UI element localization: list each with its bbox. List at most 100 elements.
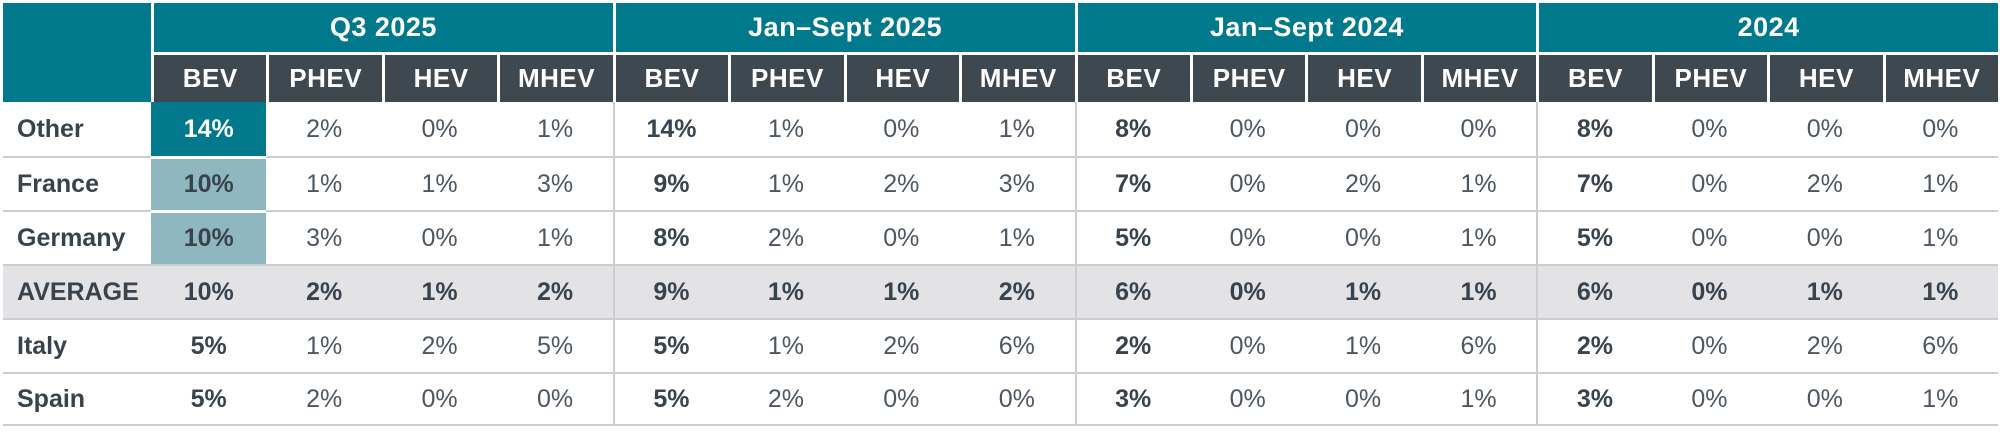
value-cell-germany-2024-mhev: 1% — [1882, 210, 1998, 264]
value-cell-other-2024-hev: 0% — [1806, 114, 1843, 143]
value-cell-italy-2024-hev: 2% — [1767, 318, 1883, 372]
value-cell-other-jan-sept-2025-mhev: 1% — [998, 114, 1035, 143]
value-cell-average-jan-sept-2025-mhev: 2% — [959, 264, 1075, 318]
value-cell-spain-jan-sept-2025-mhev: 0% — [959, 372, 1075, 426]
value-cell-italy-2024-phev: 0% — [1651, 318, 1768, 372]
value-cell-france-jan-sept-2024-mhev: 1% — [1420, 156, 1537, 210]
value-cell-spain-q3-2025-mhev: 0% — [497, 372, 613, 426]
value-cell-other-q3-2025-bev: 14% — [151, 102, 267, 156]
sub-column-header-hev: HEV — [843, 55, 960, 102]
value-cell-germany-jan-sept-2025-bev: 8% — [612, 210, 729, 264]
sub-column-header-hev: HEV — [1767, 55, 1883, 102]
value-cell-france-jan-sept-2024-hev: 2% — [1305, 156, 1421, 210]
value-cell-italy-jan-sept-2025-mhev: 6% — [959, 318, 1075, 372]
row-label-average: AVERAGE — [3, 264, 151, 318]
row-label-italy: Italy — [3, 318, 151, 372]
value-cell-france-q3-2025-mhev: 3% — [497, 156, 613, 210]
value-cell-france-jan-sept-2024-bev: 7% — [1074, 156, 1190, 210]
value-cell-spain-jan-sept-2025-hev: 0% — [843, 372, 960, 426]
value-cell-italy-jan-sept-2024-phev: 0% — [1189, 318, 1306, 372]
value-cell-spain-jan-sept-2025-phev: 2% — [728, 372, 844, 426]
sub-column-header-hev: HEV — [381, 55, 498, 102]
value-cell-france-q3-2025-bev: 10% — [151, 156, 267, 210]
sub-column-header-phev: PHEV — [1651, 55, 1768, 102]
value-cell-germany-jan-sept-2025-phev: 2% — [728, 210, 844, 264]
value-cell-france-jan-sept-2025-bev: 9% — [612, 156, 729, 210]
value-cell-france-2024-bev: 7% — [1536, 156, 1652, 210]
value-cell-germany-q3-2025-bev: 10% — [151, 210, 267, 264]
value-cell-spain-jan-sept-2025-bev: 5% — [612, 372, 729, 426]
value-cell-france-jan-sept-2024-phev: 0% — [1189, 156, 1306, 210]
value-cell-spain-q3-2025-bev: 5% — [151, 372, 267, 426]
value-cell-germany-q3-2025-hev: 0% — [381, 210, 498, 264]
sub-column-header-phev: PHEV — [728, 55, 844, 102]
value-cell-italy-2024-bev: 2% — [1536, 318, 1652, 372]
value-cell-italy-jan-sept-2024-bev: 2% — [1074, 318, 1190, 372]
value-cell-average-jan-sept-2025-hev: 1% — [843, 264, 960, 318]
sub-column-header-mhev: MHEV — [1882, 55, 1998, 102]
sub-column-header-hev: HEV — [1305, 55, 1421, 102]
value-cell-other-jan-sept-2024-phev: 0% — [1229, 114, 1266, 143]
value-cell-average-q3-2025-phev: 2% — [266, 264, 382, 318]
value-cell-average-jan-sept-2024-phev: 0% — [1189, 264, 1306, 318]
column-group-header-q3-2025: Q3 2025 — [151, 3, 613, 55]
value-cell-france-jan-sept-2025-phev: 1% — [728, 156, 844, 210]
value-cell-average-q3-2025-bev: 10% — [151, 264, 267, 318]
column-group-header-jan-sept-2024: Jan–Sept 2024 — [1074, 3, 1537, 55]
row-label-spain: Spain — [3, 372, 151, 426]
value-cell-france-jan-sept-2025-mhev: 3% — [959, 156, 1075, 210]
sub-column-header-bev: BEV — [1536, 55, 1652, 102]
value-cell-italy-q3-2025-bev: 5% — [151, 318, 267, 372]
value-cell-other-2024-mhev: 0% — [1922, 114, 1959, 143]
sub-column-header-bev: BEV — [151, 55, 267, 102]
sub-column-header-bev: BEV — [1074, 55, 1190, 102]
value-cell-italy-2024-mhev: 6% — [1882, 318, 1998, 372]
value-cell-italy-jan-sept-2025-phev: 1% — [728, 318, 844, 372]
sub-column-header-phev: PHEV — [1189, 55, 1306, 102]
value-cell-spain-2024-mhev: 1% — [1882, 372, 1998, 426]
value-cell-average-2024-hev: 1% — [1767, 264, 1883, 318]
value-cell-spain-jan-sept-2024-mhev: 1% — [1420, 372, 1537, 426]
value-cell-spain-2024-bev: 3% — [1536, 372, 1652, 426]
value-cell-italy-jan-sept-2024-mhev: 6% — [1420, 318, 1537, 372]
value-cell-average-q3-2025-mhev: 2% — [497, 264, 613, 318]
value-cell-spain-q3-2025-hev: 0% — [381, 372, 498, 426]
value-cell-other-jan-sept-2025-bev: 14% — [612, 102, 728, 156]
value-cell-other-jan-sept-2024-bev: 8% — [1074, 102, 1190, 156]
value-cell-france-q3-2025-phev: 1% — [266, 156, 382, 210]
value-cell-average-jan-sept-2024-hev: 1% — [1305, 264, 1421, 318]
value-cell-germany-2024-phev: 0% — [1651, 210, 1768, 264]
value-cell-spain-jan-sept-2024-phev: 0% — [1189, 372, 1306, 426]
value-cell-other-jan-sept-2024-mhev: 0% — [1460, 114, 1497, 143]
value-cell-germany-jan-sept-2024-phev: 0% — [1189, 210, 1306, 264]
column-group-header-2024: 2024 — [1536, 3, 1998, 55]
value-cell-other-jan-sept-2025-phev: 1% — [767, 114, 804, 143]
value-cell-other-q3-2025-phev: 2% — [306, 114, 343, 143]
value-cell-spain-jan-sept-2024-bev: 3% — [1074, 372, 1190, 426]
value-cell-germany-jan-sept-2024-hev: 0% — [1305, 210, 1421, 264]
value-cell-italy-q3-2025-mhev: 5% — [497, 318, 613, 372]
column-group-header-jan-sept-2025: Jan–Sept 2025 — [612, 3, 1075, 55]
value-cell-germany-q3-2025-mhev: 1% — [497, 210, 613, 264]
value-cell-average-2024-bev: 6% — [1536, 264, 1652, 318]
sub-column-header-bev: BEV — [612, 55, 729, 102]
row-label-france: France — [3, 156, 151, 210]
value-cell-france-2024-hev: 2% — [1767, 156, 1883, 210]
value-cell-average-jan-sept-2025-phev: 1% — [728, 264, 844, 318]
value-cell-average-2024-mhev: 1% — [1882, 264, 1998, 318]
corner-cell — [3, 3, 151, 102]
value-cell-average-jan-sept-2025-bev: 9% — [612, 264, 729, 318]
table-grid: Q3 2025 Jan–Sept 2025 Jan–Sept 2024 2024 BEV… — [3, 3, 1998, 426]
value-cell-spain-2024-phev: 0% — [1651, 372, 1768, 426]
row-label-other: Other — [17, 114, 84, 143]
value-cell-germany-q3-2025-phev: 3% — [266, 210, 382, 264]
value-cell-other-q3-2025-mhev: 1% — [536, 114, 574, 143]
value-cell-germany-2024-hev: 0% — [1767, 210, 1883, 264]
row-label-germany: Germany — [3, 210, 151, 264]
value-cell-spain-q3-2025-phev: 2% — [266, 372, 382, 426]
value-cell-germany-jan-sept-2024-mhev: 1% — [1420, 210, 1537, 264]
value-cell-germany-jan-sept-2025-mhev: 1% — [959, 210, 1075, 264]
value-cell-other-jan-sept-2025-hev: 0% — [883, 114, 920, 143]
value-cell-other-2024-phev: 0% — [1691, 114, 1728, 143]
